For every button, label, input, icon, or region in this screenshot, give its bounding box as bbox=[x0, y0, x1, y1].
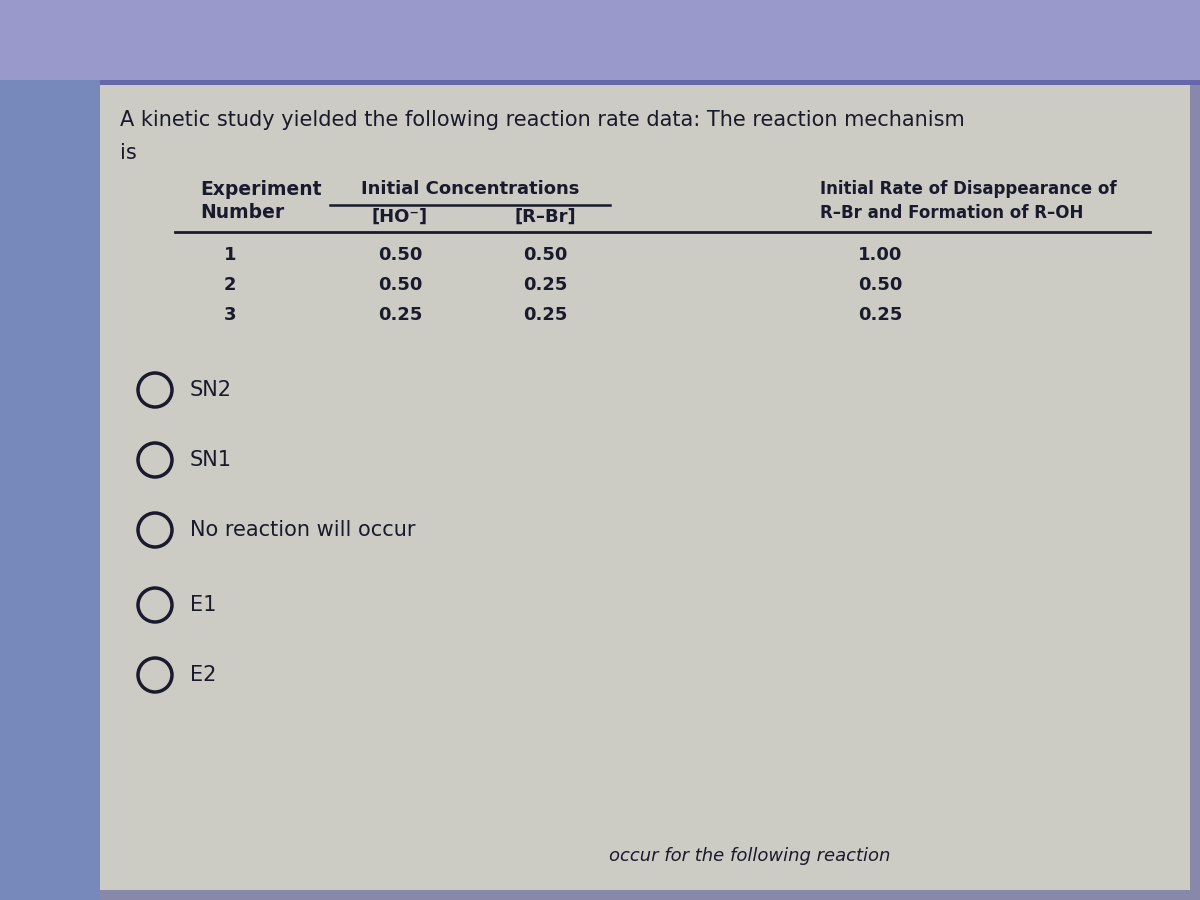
Text: E1: E1 bbox=[190, 595, 216, 615]
Text: Initial Rate of Disappearance of
R–Br and Formation of R–OH: Initial Rate of Disappearance of R–Br an… bbox=[820, 180, 1117, 221]
Text: SN2: SN2 bbox=[190, 380, 232, 400]
Text: 0.50: 0.50 bbox=[378, 276, 422, 294]
Text: 0.50: 0.50 bbox=[378, 246, 422, 264]
FancyBboxPatch shape bbox=[100, 85, 1190, 890]
Text: 0.25: 0.25 bbox=[378, 306, 422, 324]
Text: 0.25: 0.25 bbox=[523, 276, 568, 294]
Text: Experiment
Number: Experiment Number bbox=[200, 180, 322, 222]
Text: 2: 2 bbox=[223, 276, 236, 294]
Text: E2: E2 bbox=[190, 665, 216, 685]
Polygon shape bbox=[0, 0, 1200, 80]
Text: [R–Br]: [R–Br] bbox=[514, 208, 576, 226]
Text: SN1: SN1 bbox=[190, 450, 232, 470]
Text: is: is bbox=[120, 143, 137, 163]
Text: 1.00: 1.00 bbox=[858, 246, 902, 264]
Polygon shape bbox=[0, 0, 100, 900]
Text: 0.50: 0.50 bbox=[523, 246, 568, 264]
Text: A kinetic study yielded the following reaction rate data: The reaction mechanism: A kinetic study yielded the following re… bbox=[120, 110, 965, 130]
Text: No reaction will occur: No reaction will occur bbox=[190, 520, 415, 540]
Text: 3: 3 bbox=[223, 306, 236, 324]
Text: 1: 1 bbox=[223, 246, 236, 264]
Text: Initial Concentrations: Initial Concentrations bbox=[361, 180, 580, 198]
Text: 0.50: 0.50 bbox=[858, 276, 902, 294]
Text: occur for the following reaction: occur for the following reaction bbox=[610, 847, 890, 865]
Text: 0.25: 0.25 bbox=[858, 306, 902, 324]
Polygon shape bbox=[100, 80, 1200, 85]
Text: 0.25: 0.25 bbox=[523, 306, 568, 324]
Text: [HO⁻]: [HO⁻] bbox=[372, 208, 428, 226]
